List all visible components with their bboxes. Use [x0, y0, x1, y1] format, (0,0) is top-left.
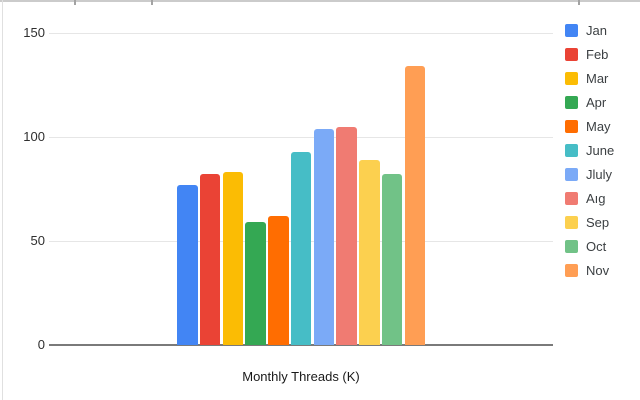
legend-label: Jluly	[586, 166, 613, 182]
top-border-tick	[151, 0, 153, 5]
top-border-tick	[578, 0, 580, 5]
legend-label: Mar	[586, 70, 609, 86]
bar-nov[interactable]	[404, 66, 425, 345]
bar-feb[interactable]	[199, 174, 221, 345]
legend-color-swatch	[565, 143, 578, 157]
legend-item-feb[interactable]: Feb	[565, 42, 614, 66]
legend-item-apr[interactable]: Apr	[565, 90, 614, 114]
y-axis-tick-label-100: 100	[23, 129, 45, 144]
legend-label: Oct	[586, 238, 607, 254]
bar-aıg[interactable]	[336, 126, 357, 345]
legend-item-may[interactable]: May	[565, 114, 614, 138]
bar-sep[interactable]	[359, 159, 380, 345]
y-axis-tick-label-0: 0	[37, 337, 45, 352]
legend: Jan Feb Mar Apr May June Jluly Aıg Sep Oct Nov	[565, 18, 614, 282]
bar-apr[interactable]	[245, 222, 266, 345]
bar-jan[interactable]	[177, 184, 198, 345]
legend-label: Apr	[586, 94, 607, 110]
legend-item-jan[interactable]: Jan	[565, 18, 614, 42]
legend-label: June	[586, 142, 615, 158]
legend-color-swatch	[565, 23, 578, 37]
legend-item-mar[interactable]: Mar	[565, 66, 614, 90]
bar-group	[177, 33, 425, 345]
legend-label: Jan	[586, 22, 607, 38]
legend-label: Feb	[586, 46, 609, 62]
legend-label: Aıg	[586, 190, 606, 206]
legend-color-swatch	[565, 263, 578, 277]
y-axis-tick-label-150: 150	[23, 25, 45, 40]
legend-item-jluly[interactable]: Jluly	[565, 162, 614, 186]
legend-color-swatch	[565, 215, 578, 229]
bar-oct[interactable]	[381, 174, 403, 345]
legend-item-aıg[interactable]: Aıg	[565, 186, 614, 210]
bar-jluly[interactable]	[313, 128, 334, 345]
legend-color-swatch	[565, 191, 578, 205]
gridline-100	[49, 137, 553, 138]
legend-item-sep[interactable]: Sep	[565, 210, 614, 234]
x-axis-line	[49, 344, 553, 346]
legend-color-swatch	[565, 71, 578, 85]
legend-label: May	[586, 118, 611, 134]
bar-may[interactable]	[268, 216, 289, 345]
legend-color-swatch	[565, 95, 578, 109]
legend-item-june[interactable]: June	[565, 138, 614, 162]
legend-color-swatch	[565, 47, 578, 61]
legend-item-oct[interactable]: Oct	[565, 234, 614, 258]
legend-color-swatch	[565, 239, 578, 253]
bar-mar[interactable]	[222, 172, 243, 345]
top-border-tick	[74, 0, 76, 5]
gridline-150	[49, 33, 553, 34]
x-axis-title: Monthly Threads (K)	[242, 369, 360, 384]
y-axis-tick-label-50: 50	[30, 233, 45, 248]
legend-color-swatch	[565, 167, 578, 181]
left-border	[2, 0, 3, 400]
legend-color-swatch	[565, 119, 578, 133]
legend-label: Sep	[586, 214, 610, 230]
legend-item-nov[interactable]: Nov	[565, 258, 614, 282]
top-border	[0, 0, 640, 2]
bar-june[interactable]	[290, 151, 312, 345]
legend-label: Nov	[586, 262, 610, 278]
